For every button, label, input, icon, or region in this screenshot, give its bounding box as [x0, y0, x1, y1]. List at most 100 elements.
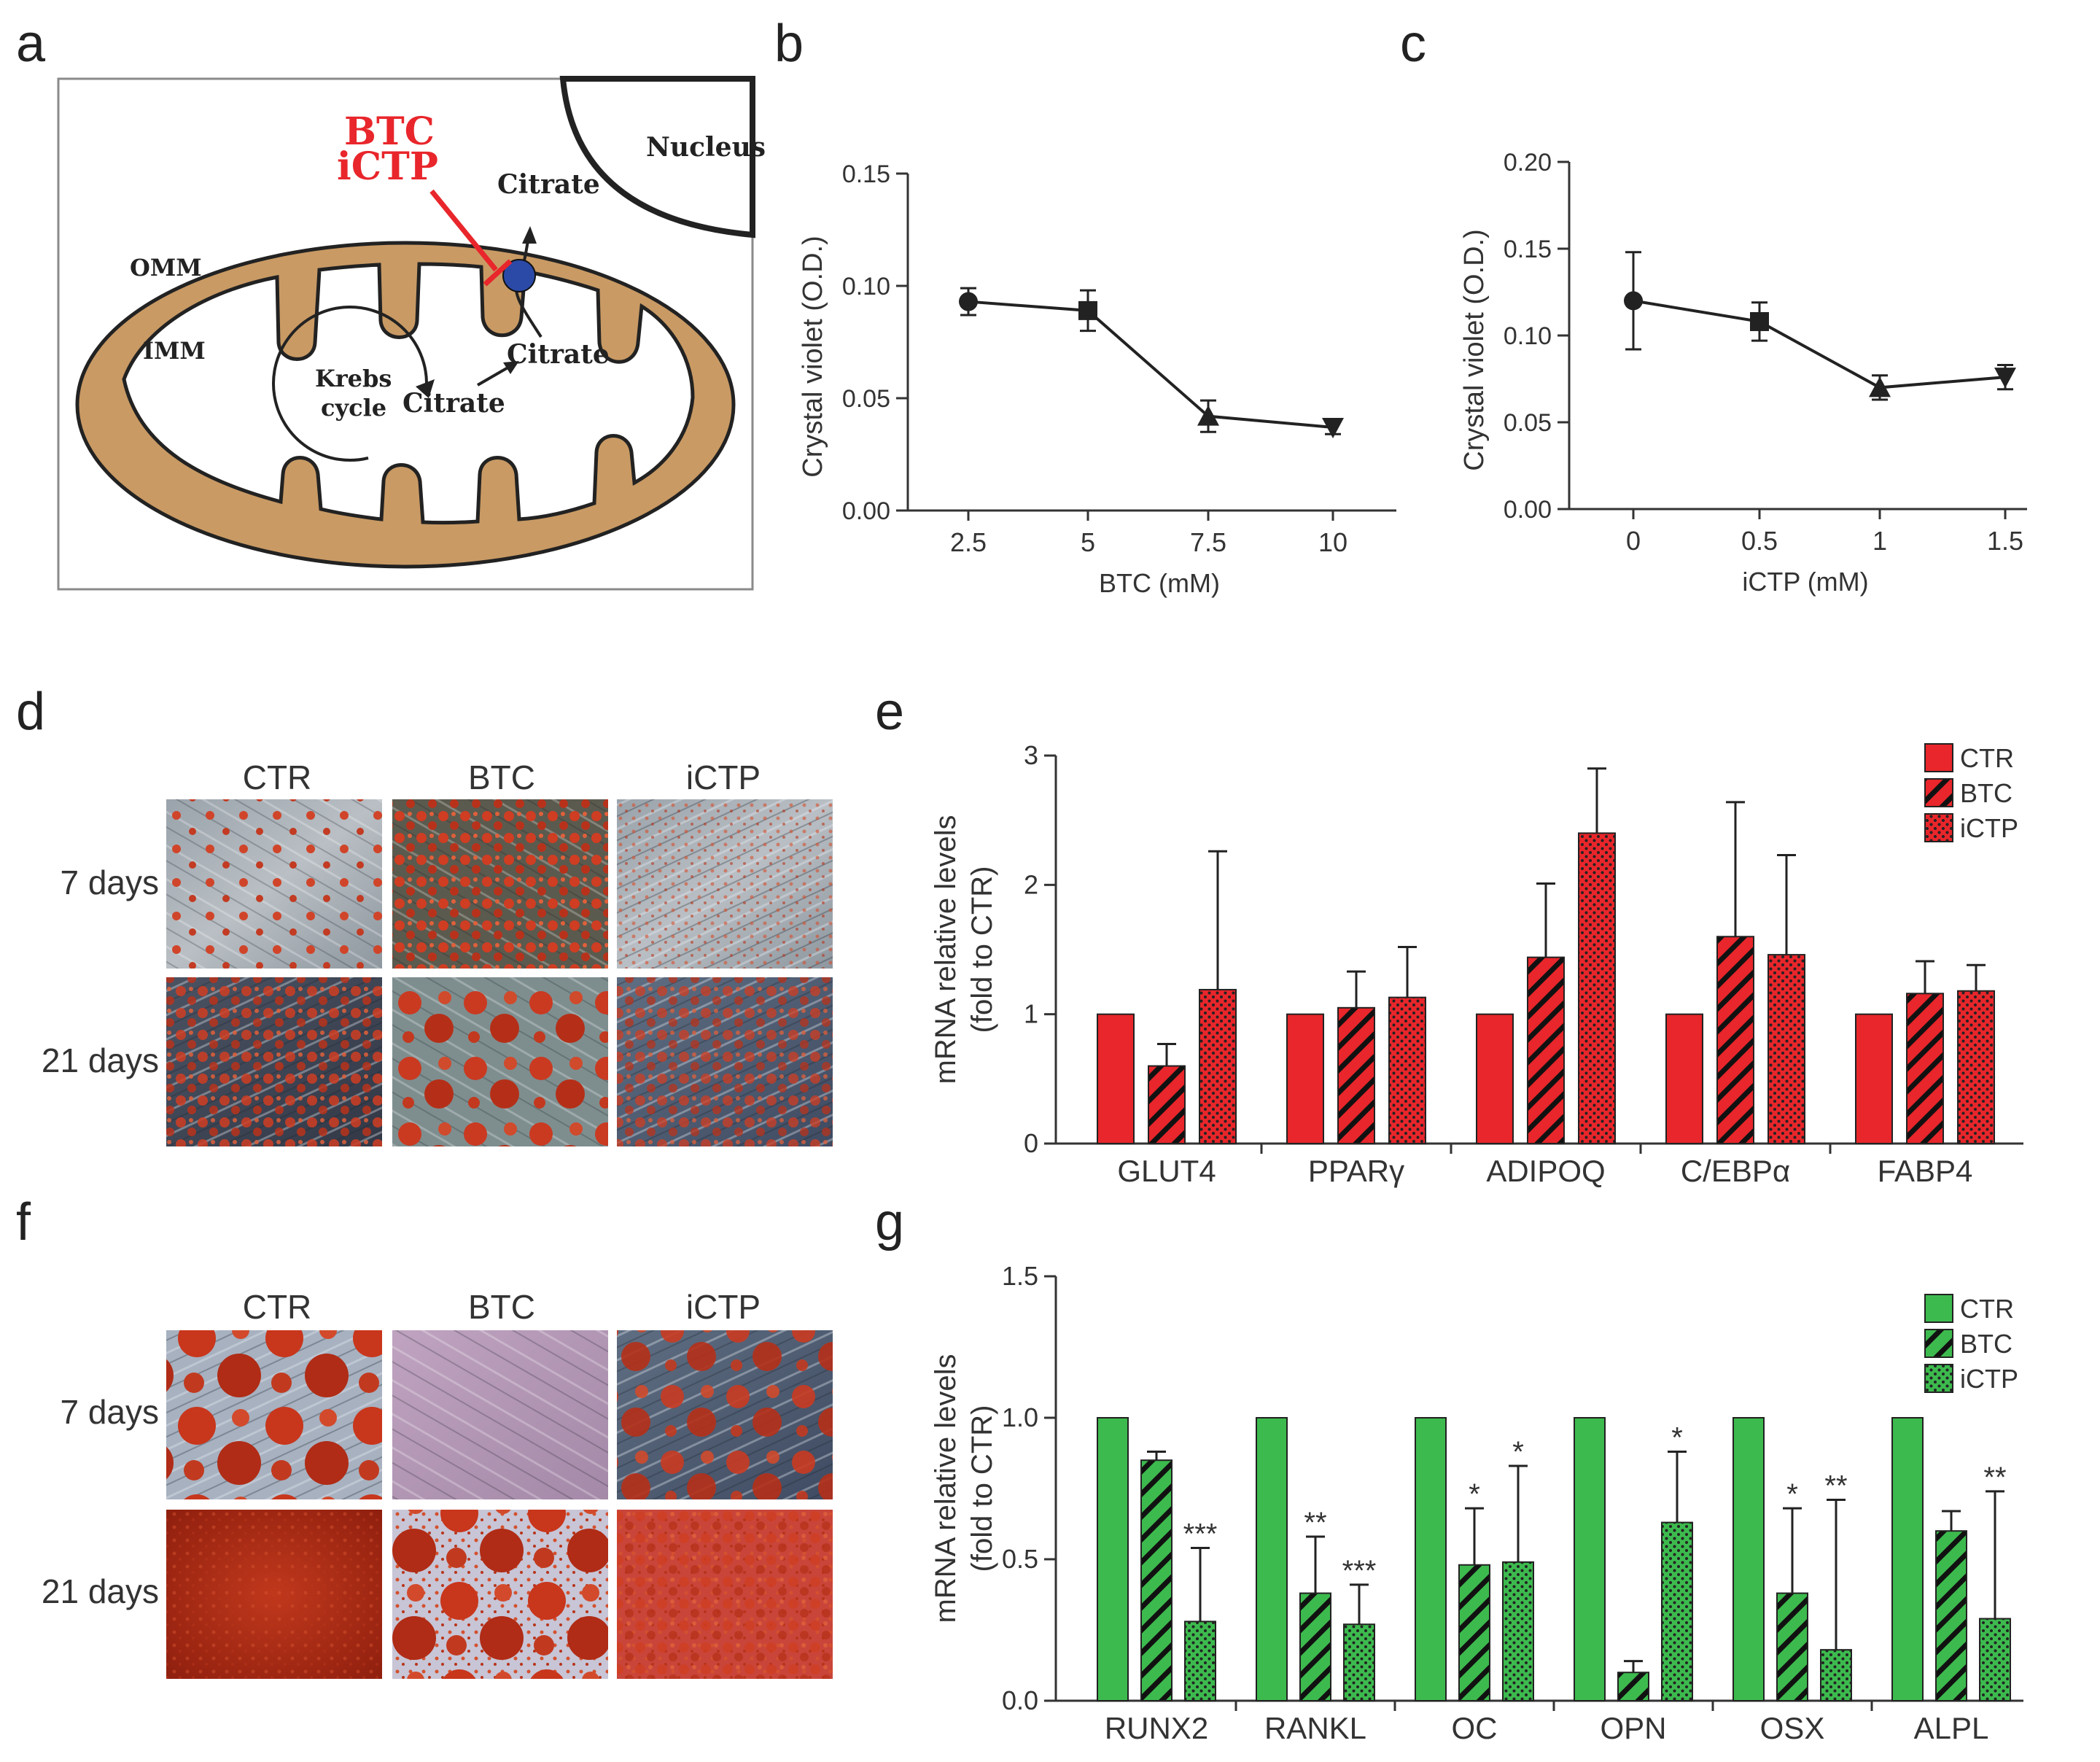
- bar-ctr: [1574, 1417, 1606, 1701]
- legend-label-btc: BTC: [1960, 1329, 2012, 1359]
- series-line: [968, 300, 1334, 430]
- significance-label: **: [1304, 1507, 1326, 1539]
- legend-swatch-ctr: [1924, 743, 1953, 772]
- significance-label: *: [1671, 1422, 1683, 1454]
- bar-ctr: [1476, 1013, 1514, 1144]
- panel-f-micrographs: CTR BTC iCTP 7 days 21 days: [42, 1288, 833, 1679]
- chart-e: 0 1 2 3 mRNA relative levels (fold to CTR) GLU…: [930, 740, 2023, 1188]
- y-tick-label: 0: [1024, 1128, 1038, 1158]
- y-tick-label: 0.10: [1504, 322, 1552, 350]
- panel-label-e: e: [875, 683, 904, 741]
- y-tick-label: 1.5: [1002, 1261, 1038, 1291]
- bar-ctr: [1286, 1013, 1324, 1144]
- y-axis-title: Crystal violet (O.D.): [1459, 229, 1490, 470]
- citrate-mid-label: Citrate: [507, 339, 610, 370]
- panel-label-c: c: [1400, 15, 1426, 73]
- f-row-header-21d: 21 days: [42, 1572, 159, 1610]
- micrograph-f-btc-7d: [392, 1330, 608, 1499]
- bar-ctr: [1855, 1013, 1893, 1144]
- significance-label: *: [1469, 1478, 1480, 1510]
- y-tick-label: 0.05: [1504, 409, 1552, 437]
- micrograph-f-ctr-7d: [166, 1330, 382, 1499]
- panel-label-d: d: [16, 683, 45, 741]
- y-tick-label: 2: [1024, 869, 1038, 899]
- bar-ictp: [1184, 1621, 1216, 1702]
- data-point: [959, 292, 978, 311]
- chart-b: 0.00 0.05 0.10 0.15 2.5 5 7.5 10 BTC (mM) Crystal…: [798, 160, 1396, 598]
- data-point: [1078, 300, 1097, 320]
- inner-membrane: [122, 262, 695, 525]
- legend-label-btc: BTC: [1960, 778, 2012, 808]
- panel-label-a: a: [16, 15, 46, 73]
- micrograph-d-ctr-21d: [166, 977, 382, 1146]
- krebs-label-2: cycle: [321, 394, 386, 422]
- bar-btc: [1337, 1006, 1375, 1145]
- f-row-header-7d: 7 days: [60, 1393, 159, 1431]
- category-label: FABP4: [1878, 1154, 1973, 1188]
- omm-label: OMM: [130, 254, 202, 282]
- krebs-arrowhead: [416, 379, 435, 398]
- d-row-header-7d: 7 days: [60, 863, 159, 901]
- micrograph-d-ctr-7d: [166, 799, 382, 969]
- bar-btc: [1148, 1065, 1186, 1144]
- bar-btc: [1776, 1592, 1808, 1702]
- bar-ictp: [1343, 1623, 1375, 1701]
- x-tick-label: 7.5: [1190, 527, 1226, 557]
- citrate-out-label: Citrate: [497, 169, 600, 200]
- bar-ctr: [1097, 1013, 1135, 1144]
- legend-swatch-ctr: [1924, 1294, 1953, 1323]
- y-tick-label: 0.15: [1504, 236, 1552, 263]
- micrograph-d-btc-7d: [392, 799, 608, 969]
- y-tick-label: 0.10: [842, 273, 890, 300]
- category-label: PPARγ: [1308, 1154, 1404, 1188]
- bar-ictp: [1199, 988, 1237, 1145]
- category-label: ADIPOQ: [1486, 1154, 1605, 1188]
- nucleus-label: Nucleus: [646, 132, 766, 163]
- y-axis-title-line1: mRNA relative levels: [930, 1354, 962, 1623]
- krebs-cycle-arrow: [272, 306, 428, 462]
- bar-btc: [1299, 1592, 1331, 1702]
- f-col-header-ictp: iCTP: [686, 1288, 761, 1326]
- y-axis-title-line2: (fold to CTR): [966, 866, 998, 1033]
- bar-ictp: [1661, 1521, 1693, 1702]
- bar-ictp: [1957, 990, 1995, 1145]
- micrograph-f-ictp-7d: [617, 1330, 833, 1499]
- legend-label-ictp: iCTP: [1960, 813, 2018, 843]
- legend-swatch-btc: [1924, 1329, 1953, 1358]
- legend-swatch-ictp: [1924, 813, 1953, 842]
- category-label: RANKL: [1264, 1711, 1366, 1745]
- nucleus-shape: [559, 76, 755, 238]
- citrate-carrier: [502, 259, 536, 292]
- citrate-arrow-1: [476, 365, 512, 387]
- x-tick-label: 5: [1081, 527, 1095, 557]
- significance-label: ***: [1183, 1518, 1218, 1550]
- bar-ictp: [1578, 832, 1616, 1145]
- f-col-header-btc: BTC: [468, 1288, 535, 1326]
- d-row-header-21d: 21 days: [42, 1041, 159, 1079]
- data-point: [1624, 291, 1643, 311]
- bar-ctr: [1415, 1417, 1447, 1701]
- chart-c: 0.00 0.05 0.10 0.15 0.20 0 0.5 1 1.5 iCTP (mM) Cry…: [1459, 149, 2027, 597]
- citrate-arrowhead-1: [503, 361, 519, 374]
- bar-ctr: [1256, 1417, 1288, 1701]
- x-axis-title: iCTP (mM): [1742, 567, 1868, 597]
- category-label: OPN: [1600, 1711, 1666, 1745]
- krebs-label-1: Krebs: [315, 365, 392, 392]
- inhibition-bar: [483, 259, 513, 287]
- data-point: [1750, 311, 1769, 331]
- panel-d-micrographs: CTR BTC iCTP 7 days 21 days: [42, 758, 833, 1146]
- d-col-header-ictp: iCTP: [686, 758, 761, 796]
- bar-btc: [1140, 1459, 1172, 1701]
- f-col-header-ctr: CTR: [243, 1288, 312, 1326]
- bar-ctr: [1665, 1013, 1703, 1144]
- x-tick-label: 0: [1626, 526, 1641, 556]
- y-tick-label: 1: [1024, 999, 1038, 1029]
- y-tick-label: 3: [1024, 740, 1038, 770]
- inhibitor-label-ictp: iCTP: [337, 144, 438, 189]
- bar-btc: [1527, 956, 1565, 1145]
- legend-label-ictp: iCTP: [1960, 1364, 2018, 1394]
- category-label: OSX: [1760, 1711, 1825, 1745]
- chart-g: 0.0 0.5 1.0 1.5 mRNA relative levels (fold to…: [930, 1261, 2023, 1745]
- bar-btc: [1935, 1530, 1967, 1701]
